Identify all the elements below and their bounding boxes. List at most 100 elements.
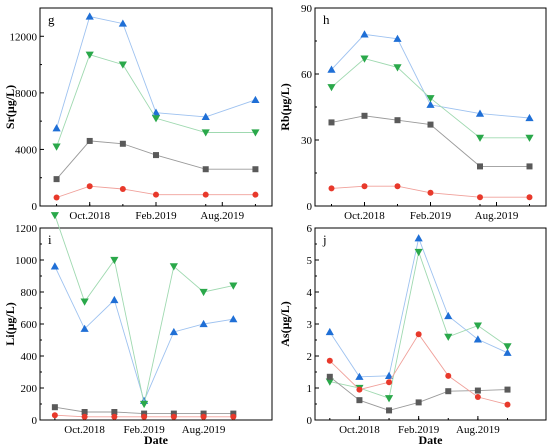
data-point [503,343,512,351]
data-series [50,262,238,404]
data-series [328,112,533,170]
y-tick-label: 6 [307,223,313,235]
y-tick-label: 600 [21,319,38,331]
data-point [473,335,482,343]
series-line [329,236,508,378]
data-point [394,183,401,190]
data-series [52,51,260,151]
data-point [444,333,453,341]
data-series [326,373,511,414]
data-point [361,112,368,119]
data-point [504,386,511,393]
data-point [475,109,485,117]
data-series [51,412,237,420]
data-series [50,212,238,409]
x-tick-label: Feb.2019 [410,210,452,222]
data-point [141,410,148,417]
data-point [229,282,238,290]
data-point [199,319,208,328]
y-tick-label: 5 [307,255,313,267]
data-point [141,413,148,420]
data-point [151,115,161,123]
y-tick-label: 1200 [15,223,38,235]
data-point [525,113,534,122]
data-point [230,410,237,417]
data-point [252,166,259,173]
series-line [329,250,508,399]
data-point [252,191,259,198]
data-point [427,189,434,196]
y-axis-title: Sr(μg/L) [3,85,17,129]
data-series [53,183,259,201]
data-point [81,413,88,420]
series-line [56,185,256,198]
data-point [230,413,237,420]
data-point [170,413,177,420]
data-series [52,12,260,132]
data-point [53,194,60,201]
x-tick-label: Aug.2019 [182,424,226,436]
y-tick-label: 800 [21,287,38,299]
data-point [110,256,119,265]
data-point [153,191,159,198]
data-point [327,65,336,73]
data-point [86,137,93,144]
plot-frame [314,227,547,421]
data-point [85,12,94,20]
data-point [426,95,435,103]
data-point [414,248,423,257]
data-point [414,234,423,242]
data-point [151,108,161,116]
chart-panel-g: 0 4000 8000 12000 Oct.2018 Feb.2019 Aug.2019 g S… [3,7,273,222]
data-point [326,373,333,380]
y-tick-label: 2 [307,351,313,363]
chart-panel-i: 0 200 400 600 800 1000 1200 Oct.2018 Feb.2019 Aug… [3,212,273,446]
y-tick-label: 400 [21,351,38,363]
data-series [328,183,533,201]
data-point [393,34,402,42]
data-point [170,410,177,417]
series-line [331,115,530,167]
data-point [393,64,402,72]
series-line [56,140,256,180]
y-tick-label: 0 [307,415,313,427]
x-tick-label: Oct.2018 [344,210,385,222]
data-point [445,372,452,379]
data-point [110,295,119,304]
data-point [361,183,368,190]
data-point [153,152,159,159]
data-point [169,263,178,271]
plot-frame [39,7,273,207]
panel-label: i [48,232,52,247]
data-series [325,248,512,403]
data-point [415,399,422,406]
data-point [201,112,210,120]
data-point [386,407,393,414]
x-tick-label: Aug.2019 [200,210,244,222]
data-point [504,401,511,408]
y-tick-label: 0 [307,201,313,213]
x-tick-label: Oct.2018 [69,210,110,222]
data-point [80,298,89,306]
series-line [54,215,234,405]
data-point [140,400,149,409]
data-point [503,348,512,356]
y-tick-label: 30 [301,135,313,147]
data-point [50,262,59,270]
data-point [360,55,369,63]
data-point [111,413,118,420]
y-tick-label: 3 [307,319,313,331]
data-point [118,61,127,69]
data-point [327,84,336,92]
chart-panel-j: 0 1 2 3 4 5 6 Oct.2018 Feb.2019 Aug.2019 j As(μg/L)… [278,223,547,446]
data-point [202,191,209,198]
data-series [51,404,237,417]
data-point [53,176,60,183]
y-tick-label: 12000 [10,31,38,43]
y-tick-label: 8000 [15,88,38,100]
panel-label: j [322,232,327,247]
data-point [355,372,364,380]
y-tick-label: 4 [307,287,313,299]
data-point [119,140,126,147]
